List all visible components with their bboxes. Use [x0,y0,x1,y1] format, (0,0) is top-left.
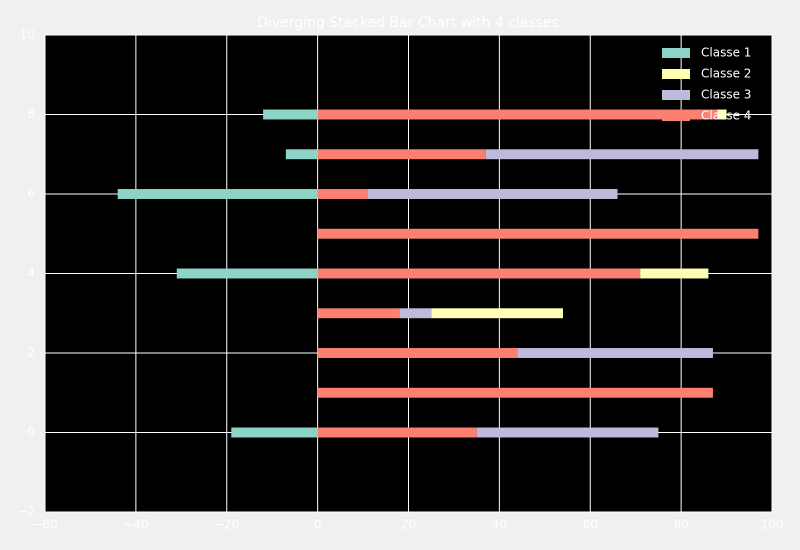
bar-segment [476,427,659,438]
x-tick-label: 0 [314,518,322,532]
bar-segment [285,149,318,160]
bar-segment [485,149,759,160]
y-tick-label: 2 [27,346,35,360]
x-tick-label: 80 [673,518,688,532]
y-tick-label: 8 [27,107,35,121]
legend-swatch [662,111,690,121]
chart-title: Diverging Stacked Bar Chart with 4 class… [257,15,559,31]
bar-segment [176,268,318,279]
y-tick-label: 10 [20,28,35,42]
bar-segment [317,308,400,319]
bar-segment [317,189,368,199]
bar-segment [431,308,563,319]
bar-segment [317,427,477,438]
x-tick-label: 60 [583,518,598,532]
y-tick-label: 6 [27,187,35,201]
bar-segment [231,427,318,438]
x-tick-label: 100 [761,518,784,532]
bar-segment [317,228,759,239]
y-tick-label: 0 [27,425,35,439]
x-tick-label: 40 [492,518,507,532]
bar-segment [317,268,641,279]
bar-segment [640,268,709,279]
y-tick-label: −2 [17,505,35,519]
bar-segment [717,109,727,120]
bar-segment [367,189,618,199]
bar-segment [317,387,713,398]
x-tick-label: −60 [32,518,57,532]
legend-label: Classe 2 [701,67,751,81]
legend-label: Classe 3 [701,88,751,102]
legend-swatch [662,69,690,79]
bar-segment [117,189,318,199]
x-tick-label: −40 [123,518,148,532]
bar-segment [263,109,318,120]
bar-segment [317,348,518,358]
bar-segment [317,109,718,120]
bar-segment [317,149,486,160]
legend-label: Classe 1 [701,46,751,60]
bar-segment [517,348,713,358]
legend-swatch [662,48,690,58]
x-tick-label: −20 [214,518,239,532]
x-tick-label: 20 [401,518,416,532]
y-tick-label: 4 [27,266,35,280]
legend-swatch [662,90,690,100]
legend-label: Classe 4 [701,109,751,123]
bar-segment [399,308,432,319]
